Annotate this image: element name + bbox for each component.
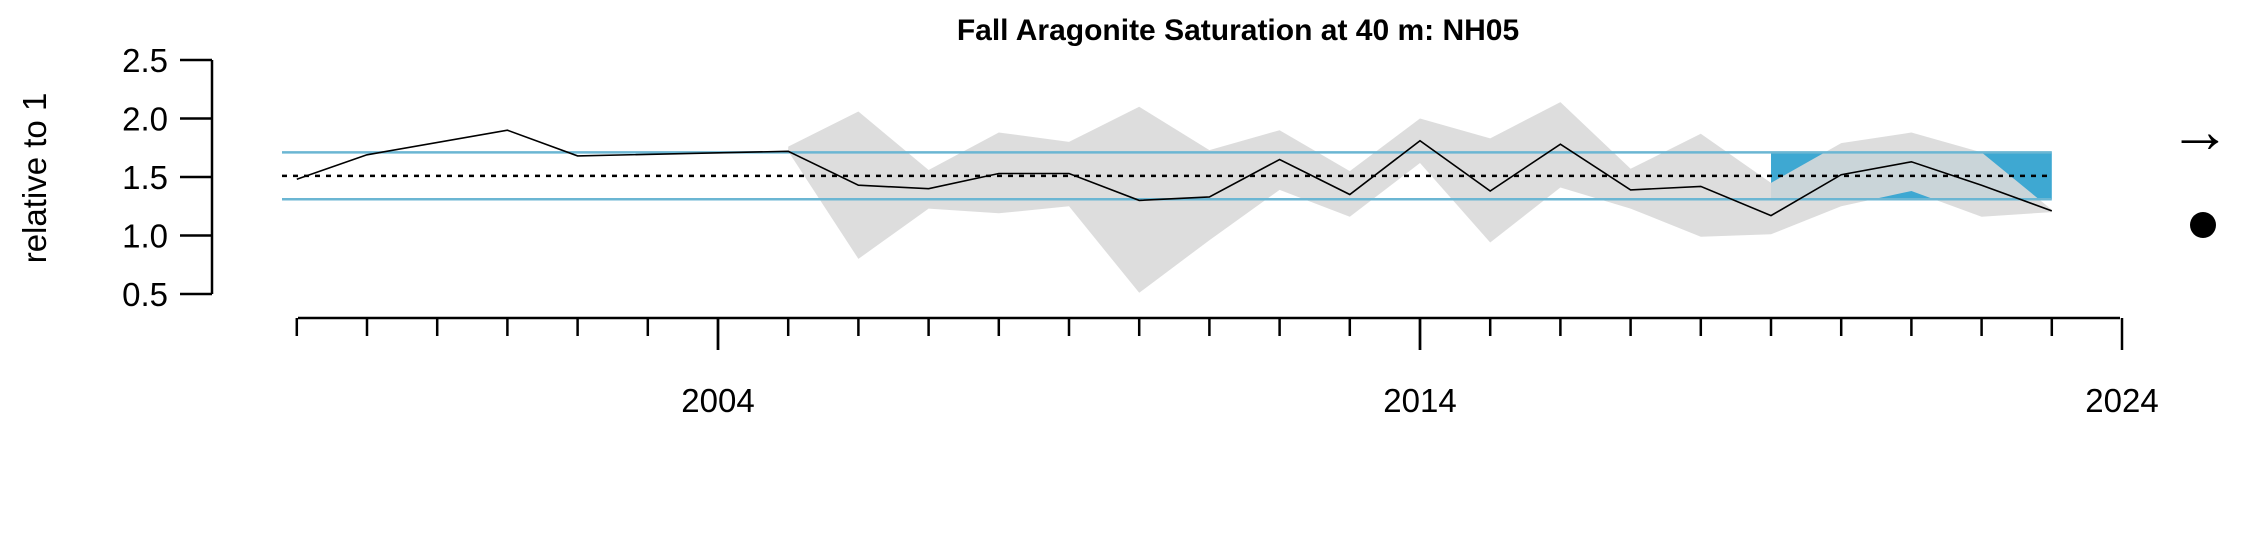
status-dot-icon [2190,212,2216,238]
y-axis-label: relative to 1 [16,93,53,264]
chart-title: Fall Aragonite Saturation at 40 m: NH05 [957,14,1519,47]
trend-arrow-icon: → [2169,97,2231,166]
x-tick-label: 2004 [681,382,754,419]
x-tick-label: 2014 [1383,382,1456,419]
y-tick-label: 0.5 [122,276,168,313]
y-tick-label: 2.5 [122,42,168,79]
x-tick-label: 2024 [2085,382,2158,419]
error-band-layer [788,102,2052,293]
y-tick-label: 1.0 [122,218,168,255]
y-tick-label: 1.5 [122,159,168,196]
error-band [788,102,2052,293]
y-tick-label: 2.0 [122,101,168,138]
